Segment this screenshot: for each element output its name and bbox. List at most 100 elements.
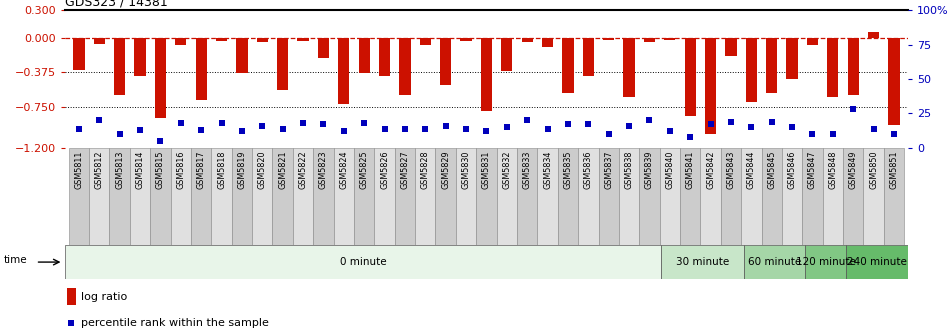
Bar — [375, 148, 395, 245]
Point — [132, 127, 147, 133]
Bar — [624, 38, 634, 97]
Bar — [130, 148, 150, 245]
Bar — [313, 148, 334, 245]
Point — [785, 124, 800, 130]
Bar — [803, 148, 823, 245]
Point — [560, 122, 575, 127]
Bar — [440, 38, 452, 85]
Text: GSM5816: GSM5816 — [176, 151, 185, 189]
Point — [499, 124, 514, 130]
Bar — [293, 148, 313, 245]
Text: log ratio: log ratio — [81, 292, 127, 302]
Bar — [359, 38, 370, 73]
Bar — [94, 38, 105, 44]
Bar — [762, 148, 782, 245]
Point — [112, 131, 127, 137]
Text: GSM5840: GSM5840 — [666, 151, 674, 189]
Bar — [298, 38, 309, 41]
Bar — [354, 148, 375, 245]
Bar — [744, 245, 805, 279]
Point — [825, 131, 841, 137]
Text: GSM5845: GSM5845 — [767, 151, 776, 189]
Bar — [216, 38, 227, 41]
Bar — [680, 148, 700, 245]
Point — [805, 131, 820, 137]
Text: GSM5830: GSM5830 — [461, 151, 471, 189]
Text: GSM5812: GSM5812 — [95, 151, 104, 189]
Bar — [73, 38, 85, 70]
Text: GSM5832: GSM5832 — [502, 151, 512, 189]
Bar — [496, 148, 517, 245]
Point — [866, 126, 882, 131]
Bar — [767, 38, 777, 93]
Bar — [846, 245, 908, 279]
Bar — [578, 148, 598, 245]
Text: GSM5827: GSM5827 — [400, 151, 410, 190]
Bar — [705, 38, 716, 134]
Text: GSM5846: GSM5846 — [787, 151, 797, 189]
Point — [417, 126, 433, 131]
Bar — [805, 245, 846, 279]
Text: GSM5824: GSM5824 — [340, 151, 348, 189]
Bar — [109, 148, 130, 245]
Point — [234, 129, 249, 134]
Bar — [339, 38, 349, 104]
Bar — [277, 38, 288, 90]
Bar — [619, 148, 639, 245]
Text: GSM5811: GSM5811 — [74, 151, 84, 189]
Bar — [191, 148, 211, 245]
Text: GSM5817: GSM5817 — [197, 151, 205, 189]
Bar — [150, 148, 170, 245]
Text: GSM5820: GSM5820 — [258, 151, 267, 189]
Point — [581, 122, 596, 127]
Bar — [721, 148, 741, 245]
Bar — [726, 38, 736, 56]
Bar — [65, 245, 661, 279]
Text: 60 minute: 60 minute — [747, 257, 801, 267]
Point — [458, 126, 474, 131]
Point — [337, 129, 352, 134]
Point — [438, 123, 454, 128]
Point — [214, 120, 229, 126]
Text: GSM5847: GSM5847 — [808, 151, 817, 189]
Bar — [196, 38, 206, 100]
Text: GSM5828: GSM5828 — [420, 151, 430, 189]
Bar — [460, 38, 472, 41]
Text: GSM5839: GSM5839 — [645, 151, 654, 189]
Bar — [598, 148, 619, 245]
Bar — [67, 288, 76, 305]
Bar — [542, 38, 553, 47]
Text: GSM5851: GSM5851 — [889, 151, 899, 189]
Bar — [318, 38, 329, 58]
Bar — [211, 148, 232, 245]
Text: 240 minute: 240 minute — [847, 257, 907, 267]
Text: GDS323 / 14381: GDS323 / 14381 — [65, 0, 167, 9]
Bar — [557, 148, 578, 245]
Point — [398, 126, 413, 131]
Point — [478, 129, 495, 134]
Bar — [700, 148, 721, 245]
Bar — [378, 38, 390, 76]
Bar — [644, 38, 655, 42]
Text: GSM5848: GSM5848 — [828, 151, 837, 189]
Point — [91, 118, 107, 123]
Text: GSM5835: GSM5835 — [563, 151, 573, 189]
Point — [845, 107, 861, 112]
Text: time: time — [3, 255, 27, 265]
Point — [153, 138, 168, 144]
Bar — [868, 32, 879, 38]
Bar — [273, 148, 293, 245]
Text: GSM5819: GSM5819 — [238, 151, 246, 189]
Text: GSM5837: GSM5837 — [604, 151, 613, 189]
Text: GSM5813: GSM5813 — [115, 151, 125, 189]
Bar — [823, 148, 843, 245]
Bar — [456, 148, 476, 245]
Point — [71, 126, 87, 131]
Bar — [399, 38, 411, 94]
Bar — [888, 38, 900, 125]
Text: GSM5844: GSM5844 — [747, 151, 756, 189]
Point — [519, 118, 534, 123]
Bar — [416, 148, 436, 245]
Bar — [232, 148, 252, 245]
Point — [275, 126, 290, 131]
